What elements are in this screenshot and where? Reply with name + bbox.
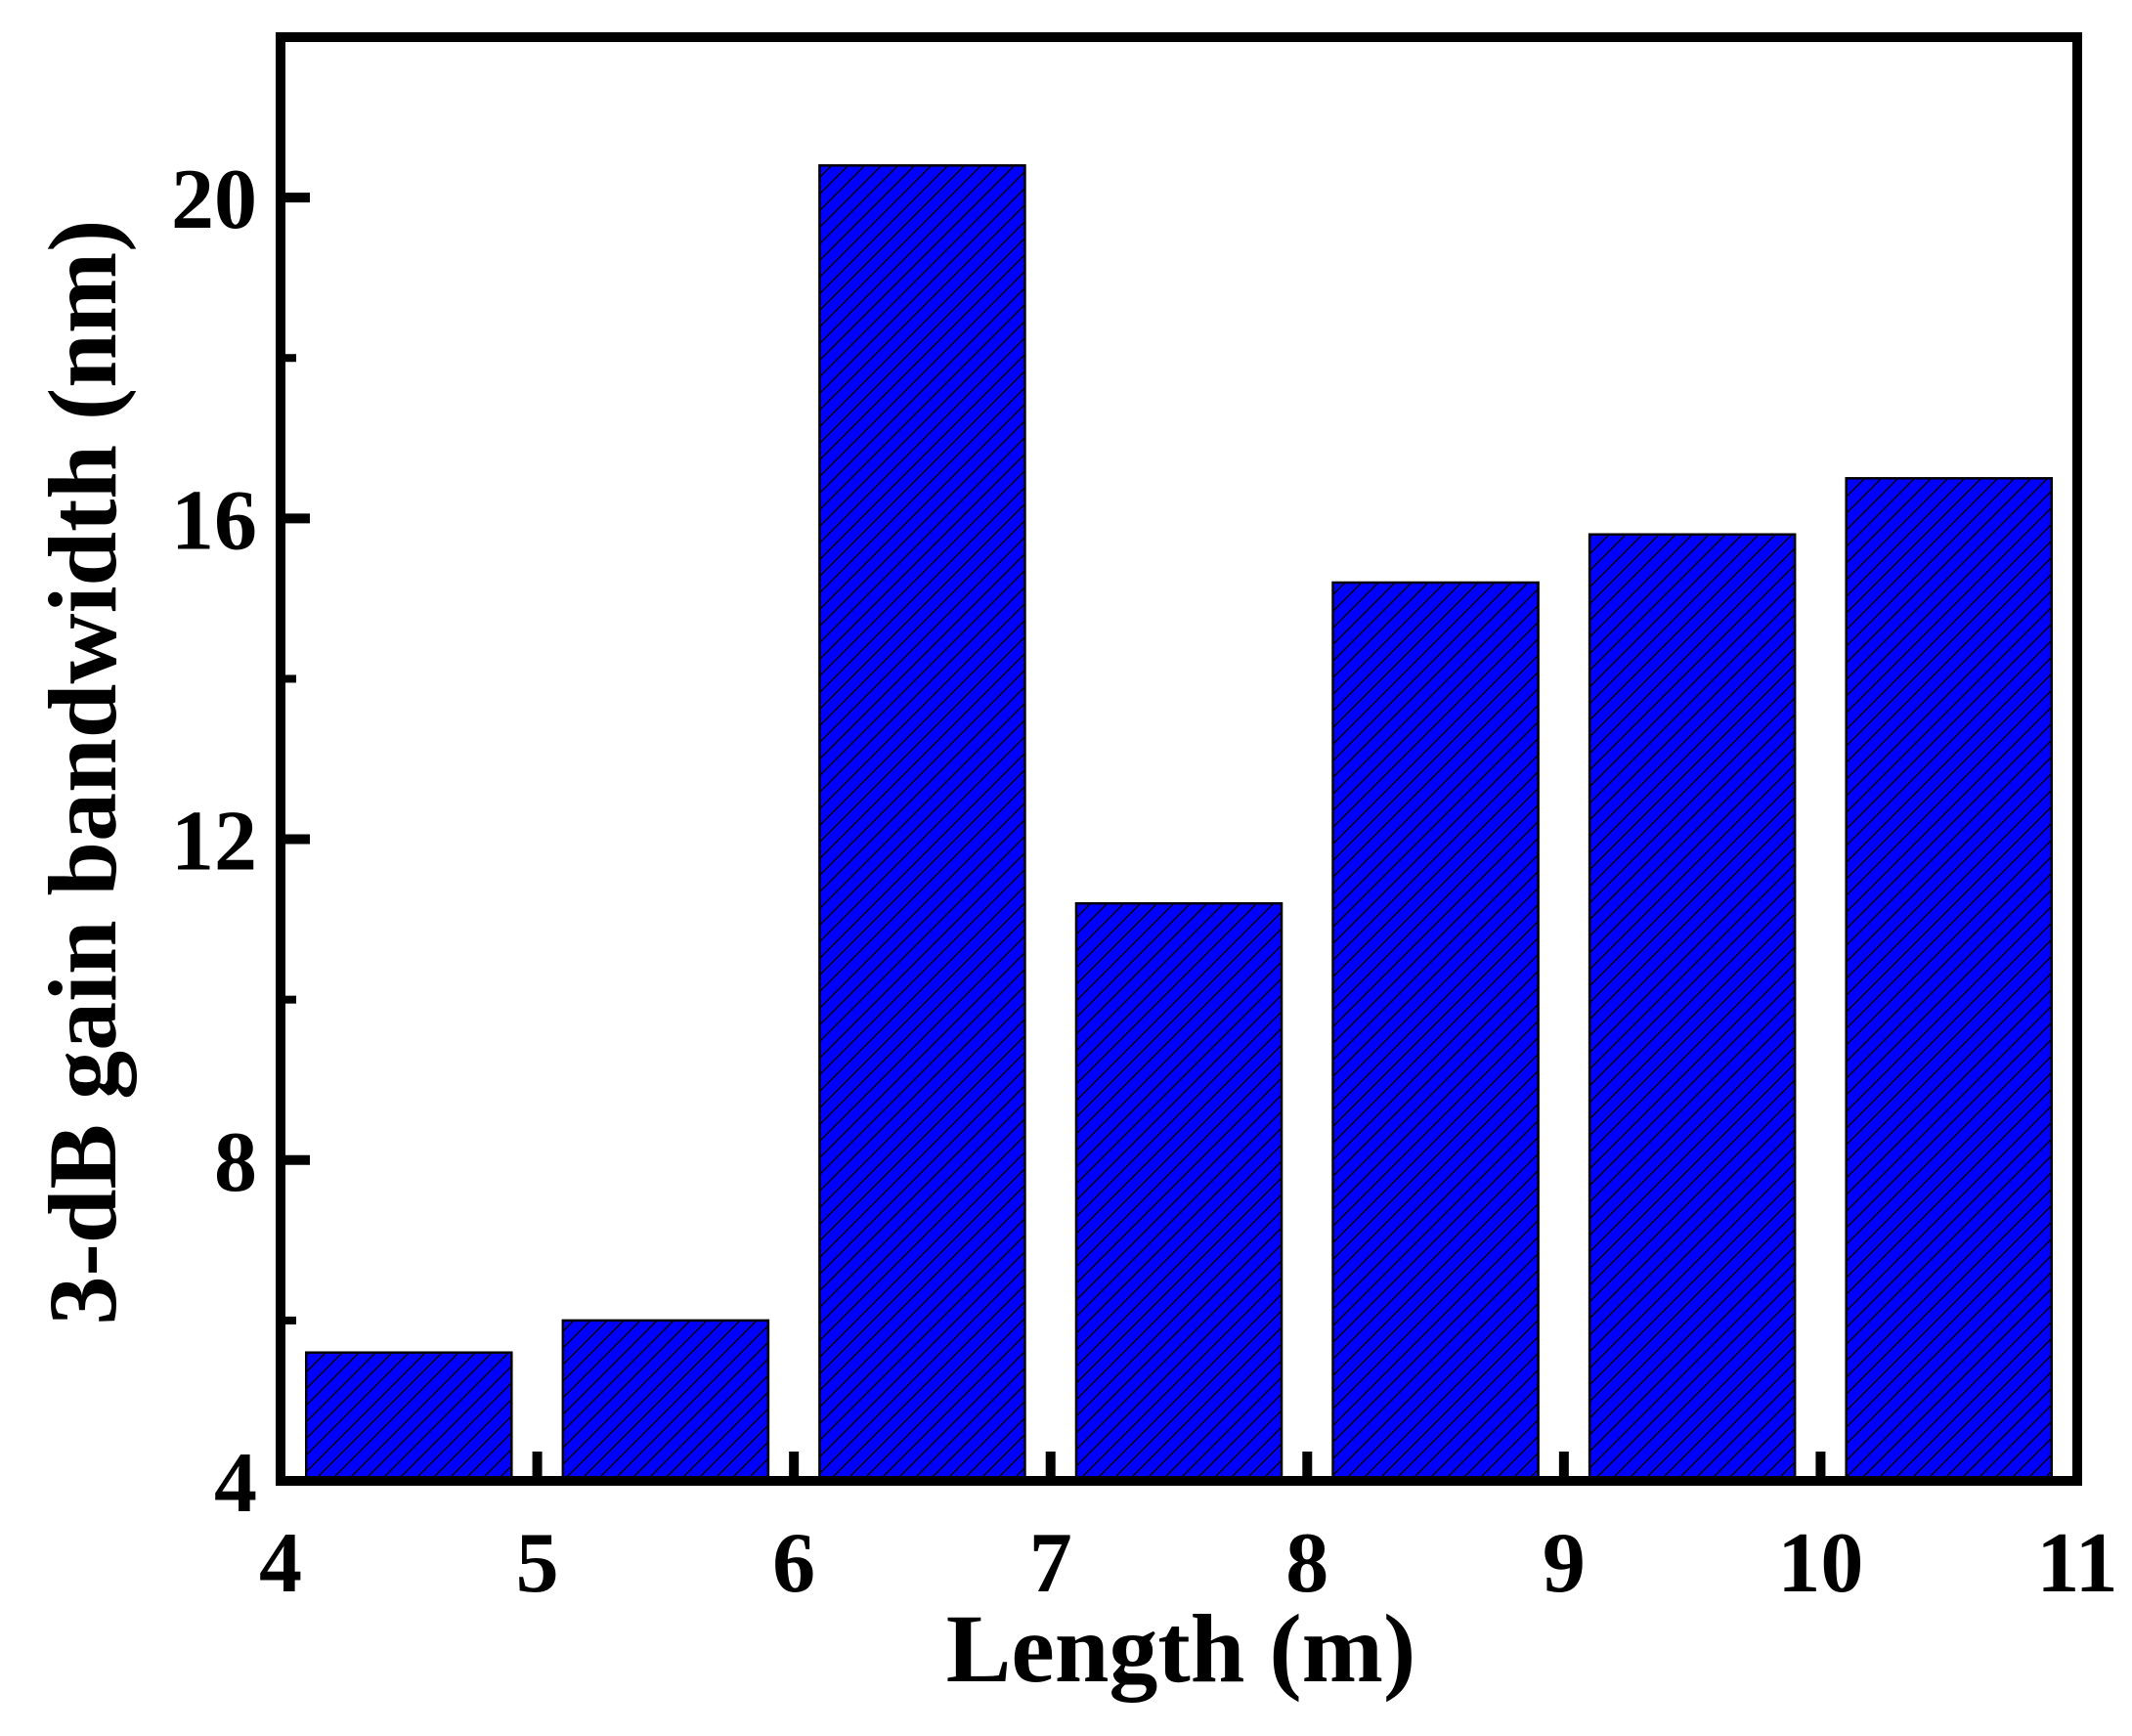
y-tick-label-2: 12 — [171, 795, 257, 890]
bar-5 — [1588, 533, 1797, 1483]
y-tick-label-4: 20 — [171, 152, 257, 247]
y-tick-label-0: 4 — [214, 1436, 257, 1531]
plot-frame — [276, 32, 2082, 1486]
bar-4 — [1331, 581, 1540, 1483]
bar-0 — [305, 1351, 513, 1483]
y-tick-label-3: 16 — [171, 473, 257, 568]
x-axis-title: Length (m) — [946, 1594, 1416, 1703]
bar-2 — [818, 164, 1026, 1483]
x-tick-label-1: 5 — [516, 1516, 559, 1611]
x-tick-label-2: 6 — [772, 1516, 815, 1611]
bar-6 — [1845, 477, 2053, 1483]
y-axis-title: 3-dB gain bandwidth (nm) — [28, 220, 137, 1325]
tick-labels: 4 8 12 16 20 4 5 6 7 8 9 10 11 — [171, 152, 2118, 1611]
x-tick-label-5: 9 — [1543, 1516, 1586, 1611]
x-tick-label-4: 8 — [1285, 1516, 1328, 1611]
x-tick-label-3: 7 — [1029, 1516, 1072, 1611]
x-tick-label-6: 10 — [1777, 1516, 1863, 1611]
bars — [305, 164, 2053, 1483]
x-tick-label-0: 4 — [259, 1516, 302, 1611]
bar-1 — [561, 1319, 770, 1483]
x-tick-label-7: 11 — [2036, 1516, 2117, 1611]
y-tick-label-1: 8 — [214, 1115, 257, 1210]
bar-3 — [1074, 901, 1284, 1483]
